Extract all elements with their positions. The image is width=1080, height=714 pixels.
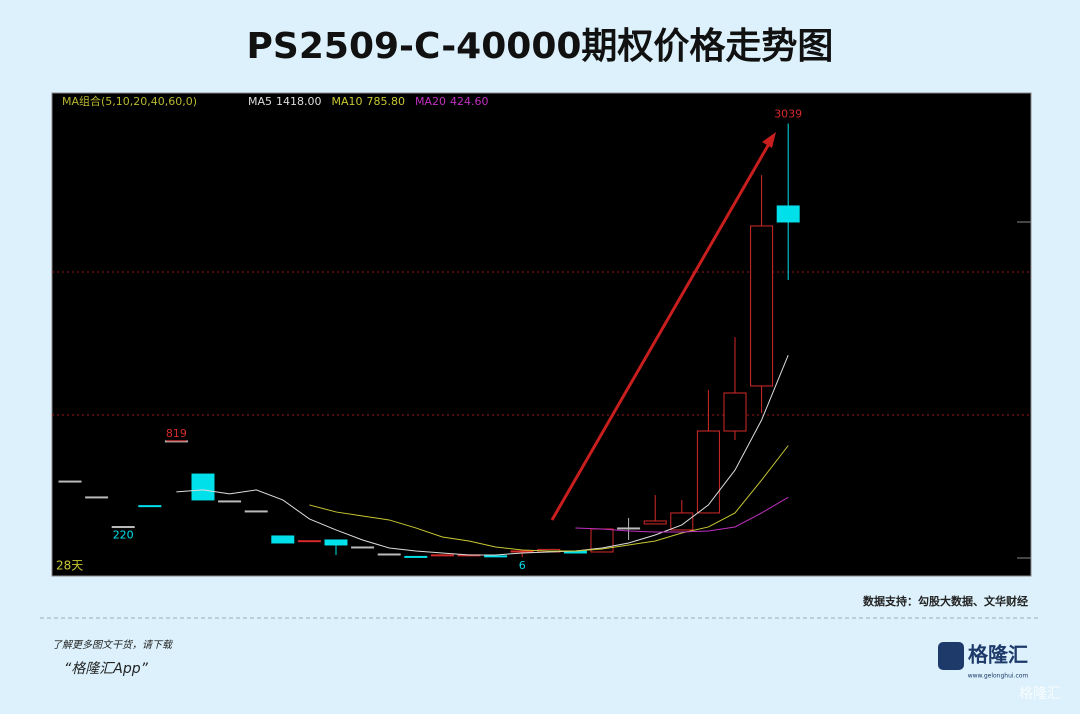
app-name: “格隆汇App” [64,661,149,677]
watermark: 格隆汇 [1019,686,1061,702]
logo-text: 格隆汇 [968,643,1028,667]
candle-body [271,535,295,544]
candle-body [297,540,321,543]
source: 数据支持：勾股大数据、文华财经 [863,594,1028,608]
candle-body [723,392,747,432]
legend-value: 785.80 [367,95,406,108]
legend-name: MA20 [415,95,446,108]
ma-line [176,355,789,556]
ma-line [575,496,789,533]
arrow-head [762,132,776,148]
candle-body [776,205,800,223]
value-label: 3039 [774,107,802,120]
candle-body [58,480,82,483]
logo-site: www.gelonghui.com [968,673,1029,680]
value-label: 220 [113,529,134,542]
title: PS2509-C-40000期权价格走势图 [247,26,834,67]
candle-body [750,225,774,387]
candle-body [484,555,508,558]
candle-body [377,553,401,556]
ma-line [309,445,789,552]
plot: MA5 1418.00 MA10 785.80 MA20 424.60 3039 819 220… [52,95,1031,572]
plot-area [51,92,1032,577]
legend-name: MA5 [248,95,272,108]
logo-icon [938,642,964,670]
legend-value: 1418.00 [276,95,322,108]
trend-arrow [550,141,772,521]
promo: 了解更多图文干货，请下载 [52,639,174,651]
legend-name: MA10 [332,95,363,108]
candle-body [351,546,375,549]
candle-body [617,527,641,530]
candle-body [643,520,667,525]
value-label: 819 [166,427,187,440]
candle-body [244,510,268,513]
candle-body [404,555,428,558]
candle-body [696,430,720,514]
candle-body [111,526,135,529]
candle-body [510,550,534,553]
candle-body [85,496,109,499]
candle-body [324,539,348,546]
legend-title: MA组合(5,10,20,40,60,0) [62,94,197,108]
value-label: 6 [519,559,526,572]
candle-body [191,473,215,501]
period-label: 28天 [56,559,83,573]
legend-value: 424.60 [450,95,489,108]
candle-body [430,554,454,557]
candle-body [138,505,162,508]
candle-body [218,500,242,503]
candle-body [670,512,694,531]
